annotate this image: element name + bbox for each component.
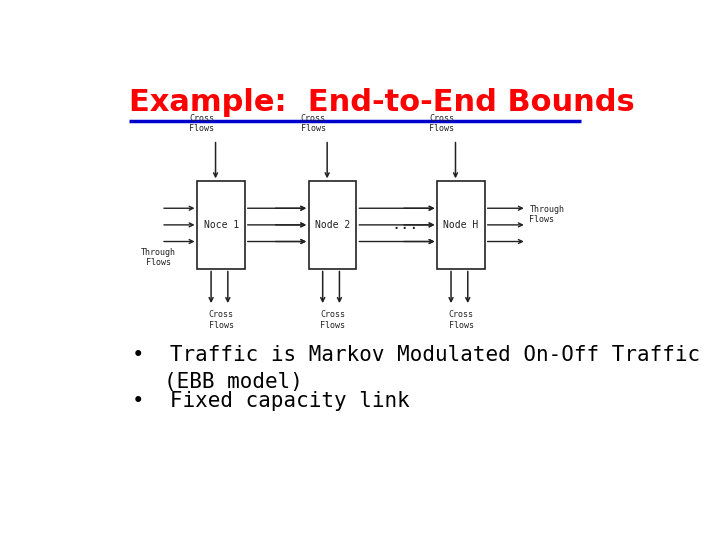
Text: ...: ...	[392, 218, 419, 232]
Bar	[197, 181, 245, 268]
Text: Through
Flows: Through Flows	[529, 205, 564, 224]
Text: Cross
Flows: Cross Flows	[320, 310, 345, 329]
Text: •  Fixed capacity link: • Fixed capacity link	[132, 391, 410, 411]
Text: Noce 1: Noce 1	[204, 220, 239, 230]
Bar	[437, 181, 485, 268]
Bar	[309, 181, 356, 268]
Text: Cross
Flows: Cross Flows	[189, 114, 214, 133]
Text: Node 2: Node 2	[315, 220, 351, 230]
Text: Cross
Flows: Cross Flows	[209, 310, 233, 329]
Text: Example:  End-to-End Bounds: Example: End-to-End Bounds	[129, 87, 635, 117]
Text: Node H: Node H	[444, 220, 479, 230]
Text: Cross
Flows: Cross Flows	[301, 114, 325, 133]
Text: •  Traffic is Markov Modulated On-Off Traffic: • Traffic is Markov Modulated On-Off Tra…	[132, 346, 700, 366]
Text: Through
Flows: Through Flows	[141, 248, 176, 267]
Text: Cross
Flows: Cross Flows	[449, 310, 474, 329]
Text: (EBB model): (EBB model)	[164, 372, 303, 392]
Text: Cross
Flows: Cross Flows	[429, 114, 454, 133]
